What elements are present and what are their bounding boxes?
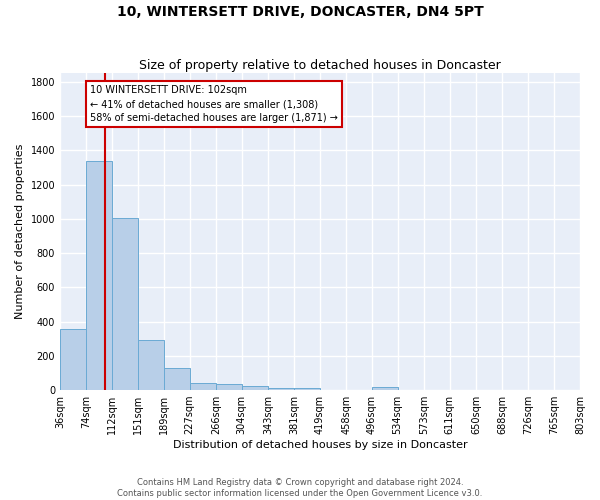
Bar (372, 386, 398, 390)
Bar (60, 330, 86, 390)
Bar (138, 340, 164, 390)
Title: Size of property relative to detached houses in Doncaster: Size of property relative to detached ho… (139, 59, 501, 72)
Bar (268, 388, 294, 390)
Bar (216, 384, 242, 390)
X-axis label: Distribution of detached houses by size in Doncaster: Distribution of detached houses by size … (173, 440, 467, 450)
Text: Contains HM Land Registry data © Crown copyright and database right 2024.
Contai: Contains HM Land Registry data © Crown c… (118, 478, 482, 498)
Bar (164, 368, 190, 390)
Bar (112, 218, 138, 390)
Bar (242, 386, 268, 390)
Y-axis label: Number of detached properties: Number of detached properties (15, 144, 25, 320)
Text: 10, WINTERSETT DRIVE, DONCASTER, DN4 5PT: 10, WINTERSETT DRIVE, DONCASTER, DN4 5PT (116, 5, 484, 19)
Text: 10 WINTERSETT DRIVE: 102sqm
← 41% of detached houses are smaller (1,308)
58% of : 10 WINTERSETT DRIVE: 102sqm ← 41% of det… (90, 85, 338, 123)
Bar (86, 160, 112, 390)
Bar (294, 388, 320, 390)
Bar (190, 383, 216, 390)
